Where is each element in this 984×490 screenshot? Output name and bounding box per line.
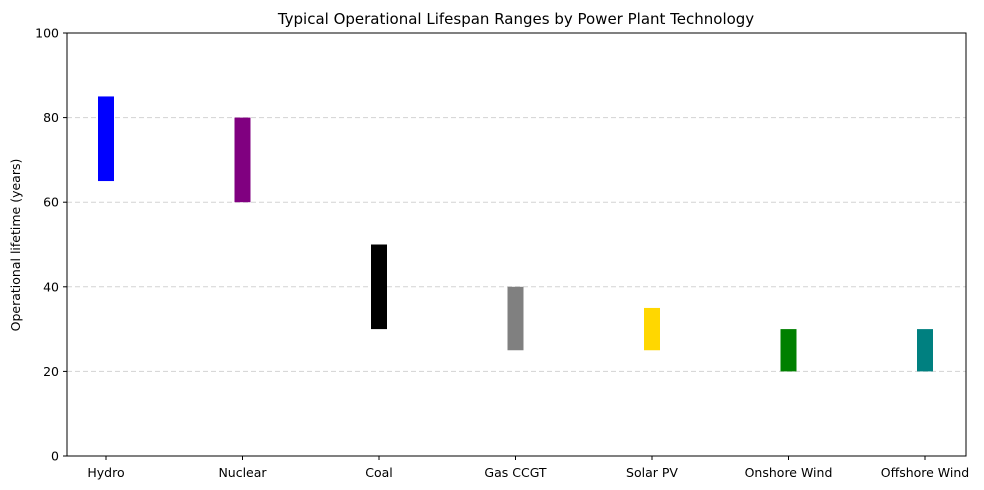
range-bar-coal — [371, 244, 387, 330]
x-tick-label: Hydro — [87, 465, 124, 480]
x-tick-label: Gas CCGT — [484, 465, 547, 480]
y-tick-label: 20 — [43, 364, 59, 379]
range-bars — [98, 96, 933, 372]
range-bar-hydro — [98, 96, 114, 182]
y-tick-label: 80 — [43, 110, 59, 125]
x-tick-label: Solar PV — [626, 465, 678, 480]
x-tick-label: Offshore Wind — [881, 465, 969, 480]
range-bar-nuclear — [234, 117, 251, 203]
x-axis: Hydro Nuclear Coal Gas CCGT Solar PV Onshore … — [87, 456, 969, 480]
range-bar-solar-pv — [644, 307, 660, 351]
y-tick-label: 60 — [43, 195, 59, 210]
y-tick-label: 100 — [35, 26, 59, 41]
y-axis: 0 20 40 60 80 100 — [35, 26, 67, 464]
x-tick-label: Onshore Wind — [745, 465, 833, 480]
y-tick-label: 40 — [43, 279, 59, 294]
x-tick-label: Coal — [365, 465, 393, 480]
plot-frame — [66, 32, 967, 457]
chart-title: Typical Operational Lifespan Ranges by P… — [277, 10, 754, 28]
y-tick-label: 0 — [51, 449, 59, 464]
x-tick-label: Nuclear — [218, 465, 267, 480]
y-axis-label: Operational lifetime (years) — [8, 159, 23, 332]
range-bar-onshore-wind — [780, 329, 797, 372]
range-bar-offshore-wind — [917, 329, 933, 372]
range-bar-gas-ccgt — [507, 286, 524, 351]
